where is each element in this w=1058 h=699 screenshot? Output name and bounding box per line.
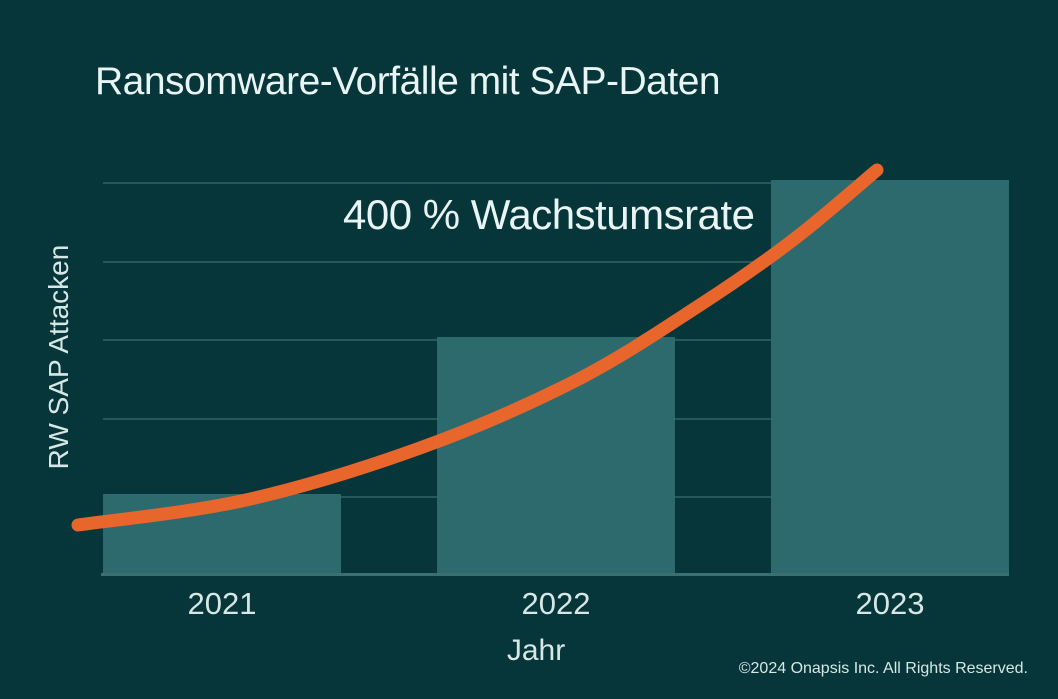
x-tick-label-2022: 2022 [521,586,591,621]
x-axis-label: Jahr [506,634,566,667]
copyright-text: ©2024 Onapsis Inc. All Rights Reserved. [738,660,1028,677]
growth-rate-annotation: 400 % Wachstumsrate [343,191,755,238]
plot-area [101,180,1009,576]
bar-2021 [103,494,341,573]
x-axis-line [101,573,1009,576]
bar-2022 [437,337,675,573]
bar-2023 [771,180,1009,573]
chart-title: Ransomware-Vorfälle mit SAP-Daten [95,60,721,103]
y-axis-label: RW SAP Attacken [43,244,74,470]
x-tick-label-2023: 2023 [855,586,925,621]
x-tick-label-2021: 2021 [187,586,257,621]
